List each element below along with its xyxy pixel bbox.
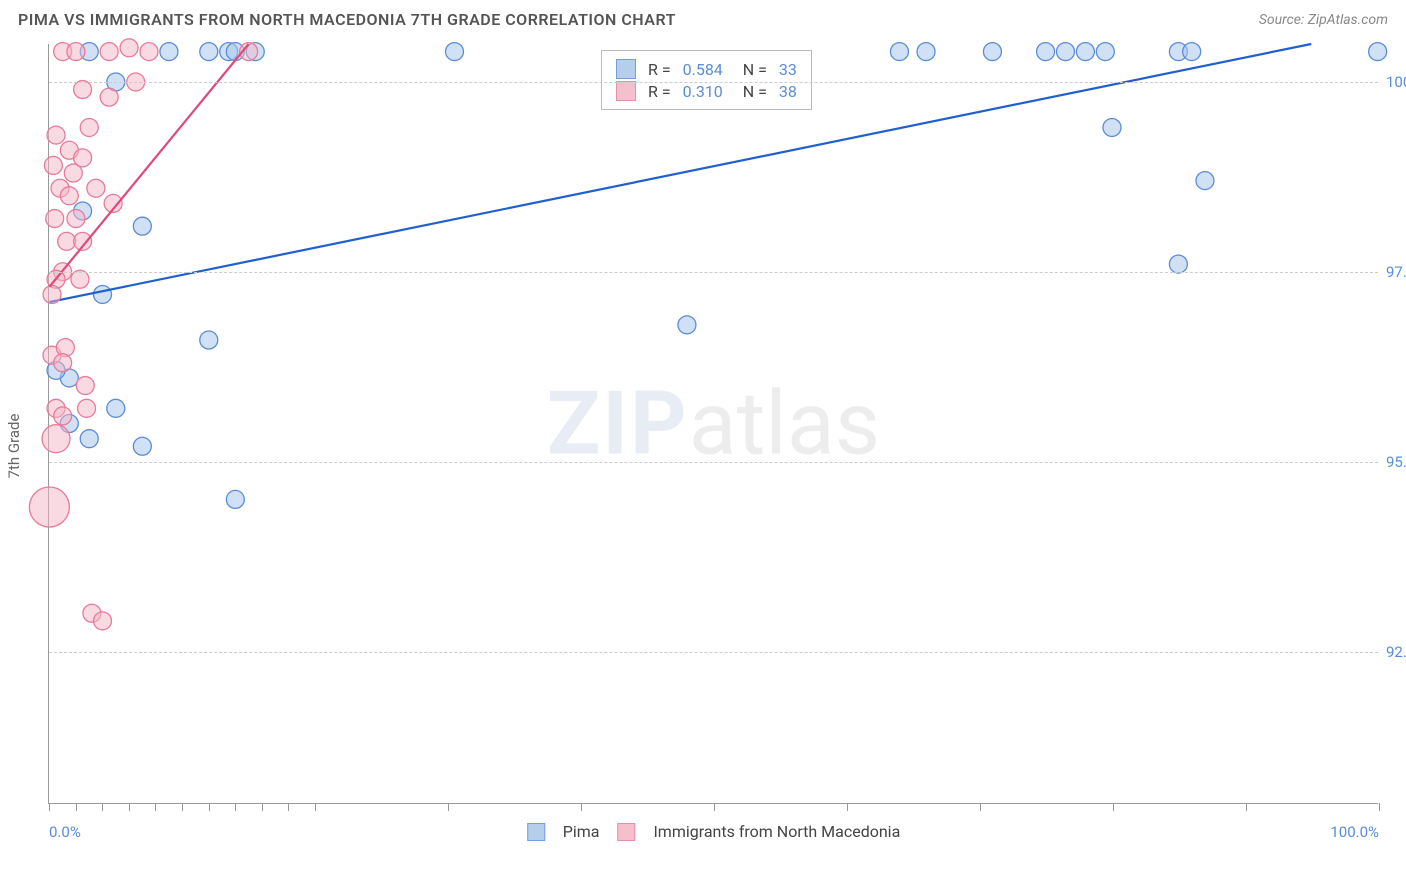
gridline-h — [49, 82, 1378, 83]
data-point — [29, 487, 69, 527]
data-point — [80, 430, 98, 448]
data-point — [890, 43, 908, 61]
gridline-h — [49, 652, 1378, 653]
legend-swatch-1 — [527, 823, 545, 841]
y-tick-label: 100.0% — [1386, 73, 1406, 91]
data-point — [42, 425, 70, 453]
legend-swatch-2 — [617, 823, 635, 841]
n-value-1: 33 — [779, 60, 797, 79]
data-point — [80, 119, 98, 137]
chart-header: PIMA VS IMMIGRANTS FROM NORTH MACEDONIA … — [0, 0, 1406, 35]
gridline-h — [49, 462, 1378, 463]
y-tick-label: 97.5% — [1386, 263, 1406, 281]
chart-plot-area: ZIPatlas R = 0.584 N = 33 R = 0.310 N = … — [48, 44, 1378, 804]
x-tick-mark — [315, 803, 316, 811]
x-tick-mark — [1246, 803, 1247, 811]
stats-row-series-1: R = 0.584 N = 33 — [616, 59, 797, 79]
data-point — [87, 179, 105, 197]
data-point — [67, 43, 85, 61]
data-point — [200, 43, 218, 61]
r-value-1: 0.584 — [683, 60, 723, 79]
data-point — [226, 490, 244, 508]
data-point — [78, 399, 96, 417]
legend-label-2: Immigrants from North Macedonia — [653, 822, 900, 841]
n-value-2: 38 — [779, 82, 797, 101]
data-point — [1169, 255, 1187, 273]
x-tick-mark — [235, 803, 236, 811]
data-point — [160, 43, 178, 61]
data-point — [100, 88, 118, 106]
x-tick-mark — [49, 803, 50, 811]
data-point — [76, 377, 94, 395]
data-point — [107, 399, 125, 417]
x-tick-mark — [129, 803, 130, 811]
data-point — [1076, 43, 1094, 61]
data-point — [983, 43, 1001, 61]
x-tick-mark — [182, 803, 183, 811]
data-point — [1196, 172, 1214, 190]
x-tick-mark — [76, 803, 77, 811]
swatch-series-2 — [616, 81, 636, 101]
x-tick-label: 0.0% — [49, 823, 81, 841]
data-point — [74, 81, 92, 99]
x-tick-mark — [102, 803, 103, 811]
data-point — [133, 217, 151, 235]
x-tick-mark — [262, 803, 263, 811]
x-tick-mark — [980, 803, 981, 811]
x-tick-mark — [581, 803, 582, 811]
x-tick-mark — [288, 803, 289, 811]
legend-label-1: Pima — [563, 822, 600, 841]
data-point — [120, 39, 138, 57]
data-point — [54, 407, 72, 425]
x-tick-label: 100.0% — [1330, 823, 1379, 841]
source-label: Source: ZipAtlas.com — [1259, 12, 1388, 28]
data-point — [1103, 119, 1121, 137]
x-tick-mark — [1113, 803, 1114, 811]
y-tick-label: 92.5% — [1386, 643, 1406, 661]
data-point — [140, 43, 158, 61]
y-axis-label: 7th Grade — [5, 414, 23, 479]
data-point — [54, 354, 72, 372]
data-point — [917, 43, 935, 61]
correlation-stats-box: R = 0.584 N = 33 R = 0.310 N = 38 — [601, 50, 812, 110]
x-tick-mark — [209, 803, 210, 811]
data-point — [1183, 43, 1201, 61]
data-point — [64, 164, 82, 182]
data-point — [1096, 43, 1114, 61]
plot-svg — [49, 44, 1378, 803]
data-point — [43, 285, 61, 303]
x-tick-mark — [714, 803, 715, 811]
x-tick-mark — [1379, 803, 1380, 811]
x-tick-mark — [448, 803, 449, 811]
chart-title: PIMA VS IMMIGRANTS FROM NORTH MACEDONIA … — [18, 10, 676, 29]
data-point — [1037, 43, 1055, 61]
data-point — [47, 126, 65, 144]
data-point — [678, 316, 696, 334]
bottom-legend: Pima Immigrants from North Macedonia — [527, 822, 901, 841]
data-point — [1369, 43, 1387, 61]
data-point — [1056, 43, 1074, 61]
data-point — [58, 232, 76, 250]
x-tick-mark — [155, 803, 156, 811]
data-point — [60, 187, 78, 205]
data-point — [46, 210, 64, 228]
data-point — [94, 285, 112, 303]
gridline-h — [49, 272, 1378, 273]
swatch-series-1 — [616, 59, 636, 79]
data-point — [100, 43, 118, 61]
data-point — [44, 156, 62, 174]
stats-row-series-2: R = 0.310 N = 38 — [616, 81, 797, 101]
data-point — [200, 331, 218, 349]
y-tick-label: 95.0% — [1386, 453, 1406, 471]
data-point — [446, 43, 464, 61]
data-point — [94, 612, 112, 630]
data-point — [67, 210, 85, 228]
r-value-2: 0.310 — [683, 82, 723, 101]
x-tick-mark — [847, 803, 848, 811]
data-point — [133, 437, 151, 455]
